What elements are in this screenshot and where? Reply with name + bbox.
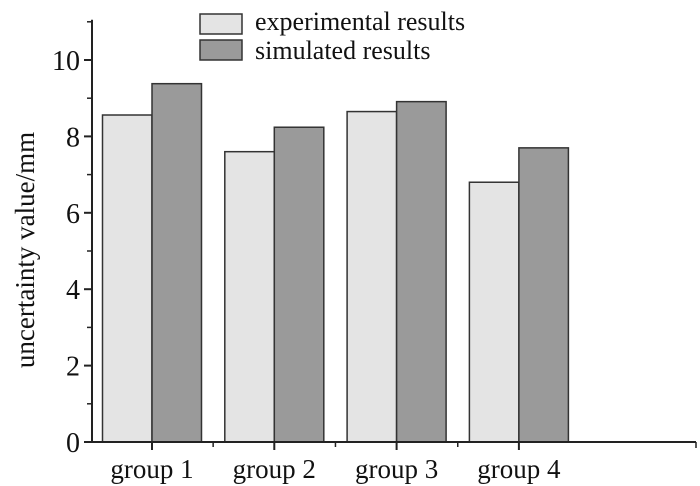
- bars: [101, 82, 570, 443]
- y-tick-label: 4: [66, 275, 80, 306]
- bar-experimental-group-2: [224, 150, 276, 443]
- x-tick-label: group 2: [233, 454, 316, 484]
- y-tick-label: 0: [66, 428, 80, 459]
- bar-experimental-group-4: [468, 181, 520, 443]
- bar-simulated-group-4: [518, 147, 570, 443]
- x-tick-label: group 4: [477, 454, 561, 484]
- bar-simulated-group-1: [151, 82, 203, 443]
- bar-simulated-group-3: [395, 100, 447, 443]
- legend: experimental results simulated results: [199, 7, 465, 65]
- bar-experimental-group-3: [346, 110, 398, 443]
- legend-label-experimental: experimental results: [255, 7, 465, 36]
- y-tick-label: 10: [52, 46, 80, 77]
- y-axis-label: uncertainty value/mm: [10, 132, 40, 368]
- y-tick-label: 8: [66, 122, 80, 153]
- x-tick-label: group 1: [110, 454, 193, 484]
- bar-experimental-group-1: [101, 114, 153, 443]
- legend-label-simulated: simulated results: [255, 36, 430, 65]
- legend-swatch-experimental: [199, 13, 243, 35]
- y-tick-label: 2: [66, 352, 80, 383]
- legend-swatch-simulated: [199, 39, 243, 61]
- axes: group 1 group 2 group 3 group 4 0 2 4 6 8 10: [52, 19, 697, 484]
- y-tick-label: 6: [66, 199, 80, 230]
- x-tick-label: group 3: [355, 454, 438, 484]
- bar-simulated-group-2: [273, 126, 325, 443]
